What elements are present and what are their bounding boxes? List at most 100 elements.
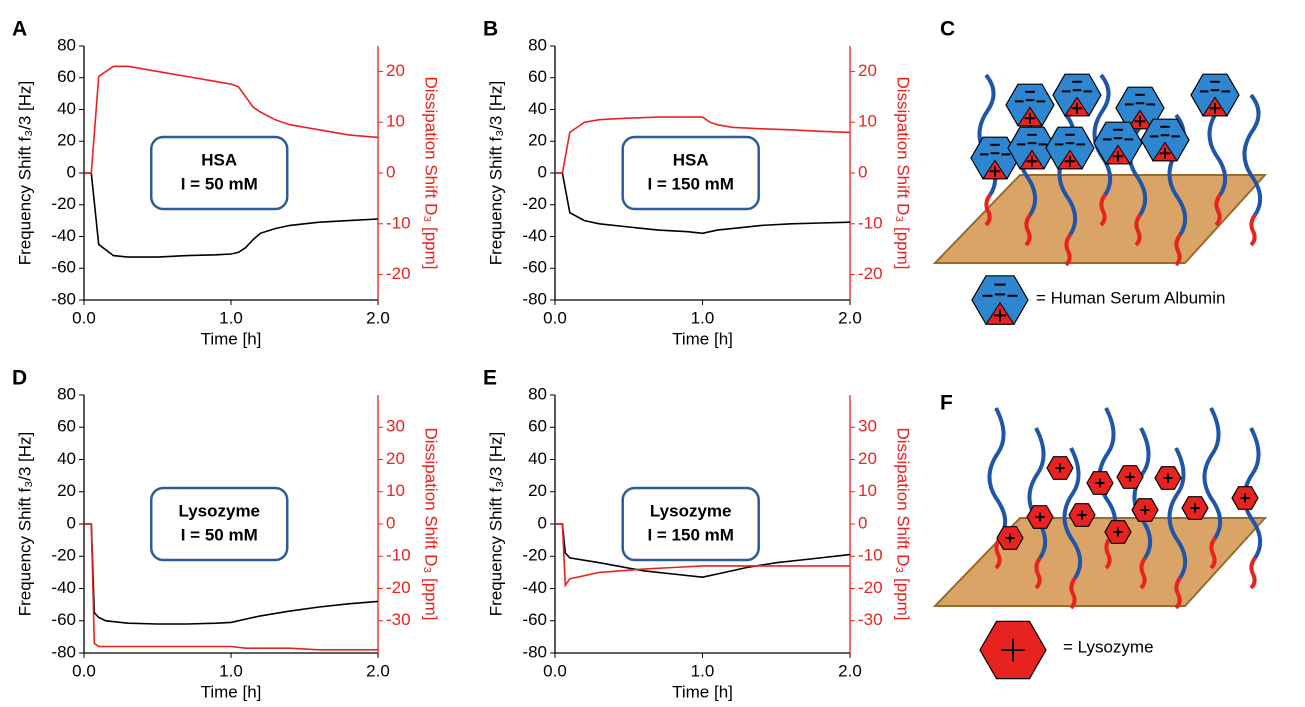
anchor xyxy=(1209,536,1217,570)
y2-axis-label: Dissipation Shift D₃ [ppm] xyxy=(422,427,441,620)
y2-tick-label: -10 xyxy=(858,213,883,232)
y2-tick-label: -20 xyxy=(386,264,411,283)
polymer-chain xyxy=(1132,427,1153,560)
plus-sign xyxy=(1035,512,1045,522)
y-tick-label: -40 xyxy=(51,226,76,245)
y-tick-label: -20 xyxy=(51,194,76,213)
y2-tick-label: 20 xyxy=(386,449,405,468)
substrate xyxy=(932,174,1268,264)
y-axis-label: Frequency Shift f₃/3 [Hz] xyxy=(15,81,34,266)
panel-label: D xyxy=(12,367,27,390)
x-tick-label: 0.0 xyxy=(72,661,96,680)
y-tick-label: 20 xyxy=(57,131,76,150)
y-tick-label: 20 xyxy=(57,481,76,500)
annotation-box xyxy=(149,486,289,562)
y2-axis-label: Dissipation Shift D₃ [ppm] xyxy=(894,76,913,269)
x-axis-label: Time [h] xyxy=(672,329,733,348)
x-tick-label: 0.0 xyxy=(543,308,567,327)
plus-sign xyxy=(1140,505,1150,515)
plus-sign xyxy=(1112,150,1124,162)
legend-text: = Human Serum Albumin xyxy=(1036,288,1225,307)
schematics xyxy=(932,73,1268,680)
polymer-chain xyxy=(987,407,1008,540)
anchor xyxy=(1024,213,1032,247)
plus-sign xyxy=(1240,493,1250,503)
y2-tick-label: -20 xyxy=(858,578,883,597)
anchor xyxy=(1099,193,1107,227)
anchor xyxy=(1249,213,1257,247)
y2-tick-label: 10 xyxy=(386,112,405,131)
y-tick-label: -60 xyxy=(522,258,547,277)
y-tick-label: 0 xyxy=(538,513,547,532)
y-tick-label: 60 xyxy=(57,67,76,86)
y2-tick-label: 0 xyxy=(858,162,867,181)
y-axis-label: Frequency Shift f₃/3 [Hz] xyxy=(486,81,505,266)
x-axis-label: Time [h] xyxy=(672,682,733,701)
plus-sign xyxy=(1001,638,1025,662)
data-line xyxy=(555,172,851,235)
anchor xyxy=(1134,213,1142,247)
y-tick-label: 40 xyxy=(57,449,76,468)
x-tick-label: 2.0 xyxy=(838,661,862,680)
annotation-box xyxy=(621,135,760,211)
plus-sign xyxy=(1024,112,1036,124)
y-tick-label: -20 xyxy=(51,546,76,565)
y2-tick-label: -30 xyxy=(386,610,411,629)
plus-sign xyxy=(1095,478,1105,488)
y2-tick-label: -30 xyxy=(858,610,883,629)
anchor xyxy=(1214,193,1222,227)
annotation: I = 50 mM xyxy=(181,525,258,544)
polymer-chain xyxy=(1242,93,1263,217)
y-tick-label: 0 xyxy=(67,513,76,532)
plus-sign xyxy=(1125,472,1135,482)
data-line xyxy=(84,65,379,174)
y-tick-label: -60 xyxy=(51,258,76,277)
y2-tick-label: -20 xyxy=(858,264,883,283)
y-tick-label: 20 xyxy=(528,481,547,500)
y-tick-label: -80 xyxy=(51,642,76,661)
x-tick-label: 1.0 xyxy=(691,661,715,680)
y2-tick-label: 20 xyxy=(858,61,877,80)
anchor xyxy=(1174,233,1182,267)
y2-tick-label: 10 xyxy=(858,112,877,131)
y-tick-label: 80 xyxy=(528,384,547,403)
y2-tick-label: 0 xyxy=(858,513,867,532)
y-tick-label: -40 xyxy=(522,578,547,597)
plus-sign xyxy=(1159,147,1171,159)
annotation: Lysozyme xyxy=(178,501,260,520)
annotation: I = 150 mM xyxy=(647,525,733,544)
y2-tick-label: 30 xyxy=(386,417,405,436)
data-line xyxy=(555,523,850,588)
plus-sign xyxy=(1190,503,1200,513)
anchor xyxy=(984,193,992,227)
y2-tick-label: 0 xyxy=(386,162,395,181)
polymer-chain xyxy=(1202,407,1223,540)
plus-sign xyxy=(993,309,1007,322)
y2-axis-label: Dissipation Shift D₃ [ppm] xyxy=(422,76,441,269)
panel-label: B xyxy=(483,18,498,41)
y-tick-label: 40 xyxy=(528,449,547,468)
y2-tick-label: -10 xyxy=(386,546,411,565)
y-tick-label: -60 xyxy=(522,610,547,629)
plus-sign xyxy=(1071,102,1083,114)
anchor xyxy=(1034,556,1042,590)
data-line xyxy=(555,116,851,174)
panel-label: F xyxy=(940,392,953,415)
x-tick-label: 1.0 xyxy=(219,308,243,327)
x-tick-label: 1.0 xyxy=(691,308,715,327)
y-tick-label: 40 xyxy=(528,99,547,118)
y-tick-label: 40 xyxy=(57,99,76,118)
data-line xyxy=(84,523,378,651)
plus-sign xyxy=(1113,527,1123,537)
plus-sign xyxy=(1209,102,1221,114)
annotation: HSA xyxy=(201,150,237,169)
x-axis-label: Time [h] xyxy=(201,329,262,348)
y2-tick-label: 10 xyxy=(386,481,405,500)
data-line xyxy=(84,523,379,625)
annotation-box xyxy=(149,135,289,211)
x-tick-label: 0.0 xyxy=(543,661,567,680)
y-tick-label: 0 xyxy=(67,162,76,181)
y-tick-label: 60 xyxy=(528,67,547,86)
